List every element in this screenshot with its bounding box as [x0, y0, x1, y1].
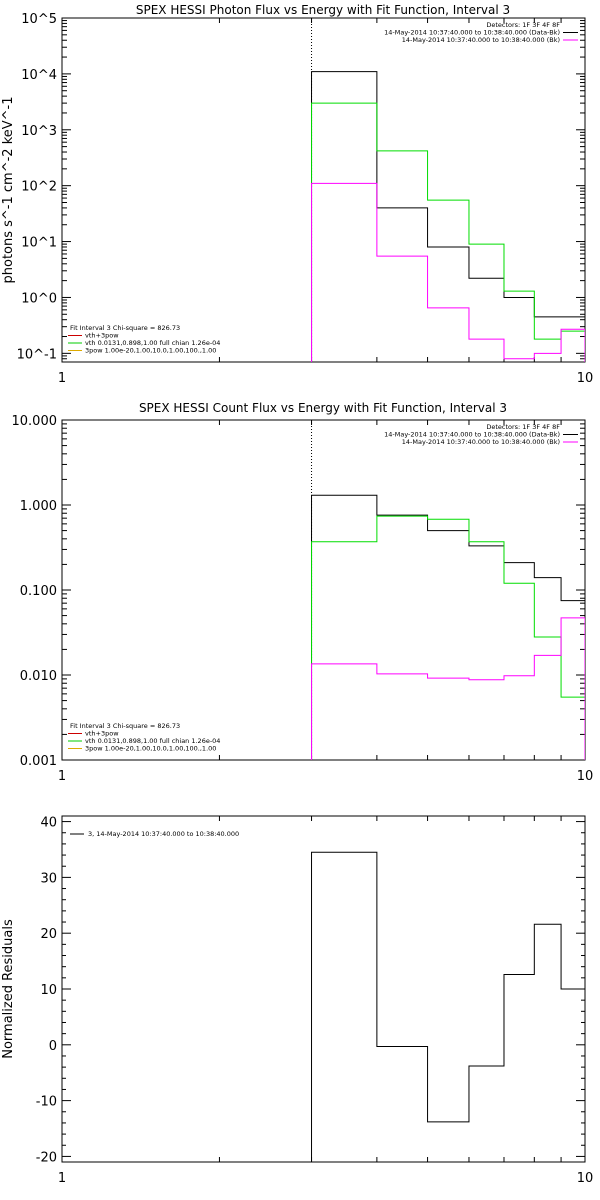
chart-title: SPEX HESSI Count Flux vs Energy with Fit… [139, 401, 507, 415]
residuals-panel: 1 10 -20 -10 0 10 20 30 40 Normalized Residuals 3,… [1, 815, 594, 1186]
legend-entry: Fit Interval 3 Chi-square = 826.73 [70, 722, 180, 730]
y-tick-label: 1.000 [20, 499, 57, 514]
y-tick-label: 10^-1 [17, 347, 57, 362]
legend-entry: vth+3pow [85, 730, 119, 738]
legend-entry: Detectors: 1F 3F 4F 8F [486, 21, 560, 29]
legend-entry: Fit Interval 3 Chi-square = 826.73 [70, 324, 180, 332]
series-step-line [311, 851, 585, 1162]
y-tick-label: 10^1 [21, 236, 57, 251]
x-tick-label: 1 [58, 1171, 66, 1186]
plot-frame [61, 17, 586, 363]
count-flux-panel: SPEX HESSI Count Flux vs Energy with Fit… [12, 401, 594, 784]
series-step-line [311, 515, 585, 760]
y-tick-label: -10 [36, 1095, 57, 1110]
y-tick-label: 0 [49, 1039, 57, 1054]
y-tick-label: 10^0 [21, 291, 57, 306]
x-tick-label: 10 [577, 769, 594, 784]
chart-title: SPEX HESSI Photon Flux vs Energy with Fi… [136, 3, 510, 17]
legend-entry: 3pow 1.00e-20,1.00,10.0,1.00,100.,1.00 [85, 347, 216, 355]
y-tick-label: 10^4 [21, 68, 57, 83]
x-tick-label: 1 [58, 769, 66, 784]
y-tick-label: 10 [40, 983, 57, 998]
photon-flux-panel: SPEX HESSI Photon Flux vs Energy with Fi… [1, 3, 593, 386]
x-tick-label: 1 [58, 371, 66, 386]
series-step-line [311, 617, 585, 760]
y-tick-label: 30 [40, 871, 57, 886]
y-tick-label: 20 [40, 927, 57, 942]
legend-entry: 14-May-2014 10:37:40.000 to 10:38:40.000… [402, 438, 560, 446]
y-tick-label: 0.100 [20, 584, 57, 599]
series-step-line [311, 71, 585, 362]
y-axis-label: Normalized Residuals [1, 919, 16, 1059]
legend-entry: 14-May-2014 10:37:40.000 to 10:38:40.000… [384, 431, 560, 439]
legend-entry: 14-May-2014 10:37:40.000 to 10:38:40.000… [402, 36, 560, 44]
series-step-line [311, 494, 585, 760]
y-tick-label: 10^2 [21, 180, 57, 195]
x-tick-label: 10 [577, 1171, 594, 1186]
y-tick-label: 10^3 [21, 124, 57, 139]
series-step-line [311, 182, 585, 362]
legend-entry: Detectors: 1F 3F 4F 8F [486, 423, 560, 431]
legend-entry: vth 0.0131,0.898,1.00 full chian 1.26e-0… [85, 737, 220, 745]
y-axis-label: photons s^-1 cm^-2 keV^-1 [1, 96, 16, 283]
plot-frame [61, 815, 586, 1163]
y-tick-label: 40 [40, 816, 57, 831]
y-tick-label: 0.001 [20, 754, 57, 769]
y-tick-label: -20 [36, 1150, 57, 1165]
plot-frame [61, 419, 586, 761]
series-step-line [311, 102, 585, 362]
legend-entry: 3pow 1.00e-20,1.00,10.0,1.00,100.,1.00 [85, 745, 216, 753]
x-tick-label: 10 [577, 371, 594, 386]
legend-entry: vth+3pow [85, 332, 119, 340]
legend-entry: 3, 14-May-2014 10:37:40.000 to 10:38:40.… [88, 830, 239, 838]
legend-entry: vth 0.0131,0.898,1.00 full chian 1.26e-0… [85, 339, 220, 347]
y-tick-label: 10.000 [12, 414, 58, 429]
y-tick-label: 0.010 [20, 669, 57, 684]
legend-entry: 14-May-2014 10:37:40.000 to 10:38:40.000… [384, 29, 560, 37]
y-tick-label: 10^5 [21, 12, 57, 27]
